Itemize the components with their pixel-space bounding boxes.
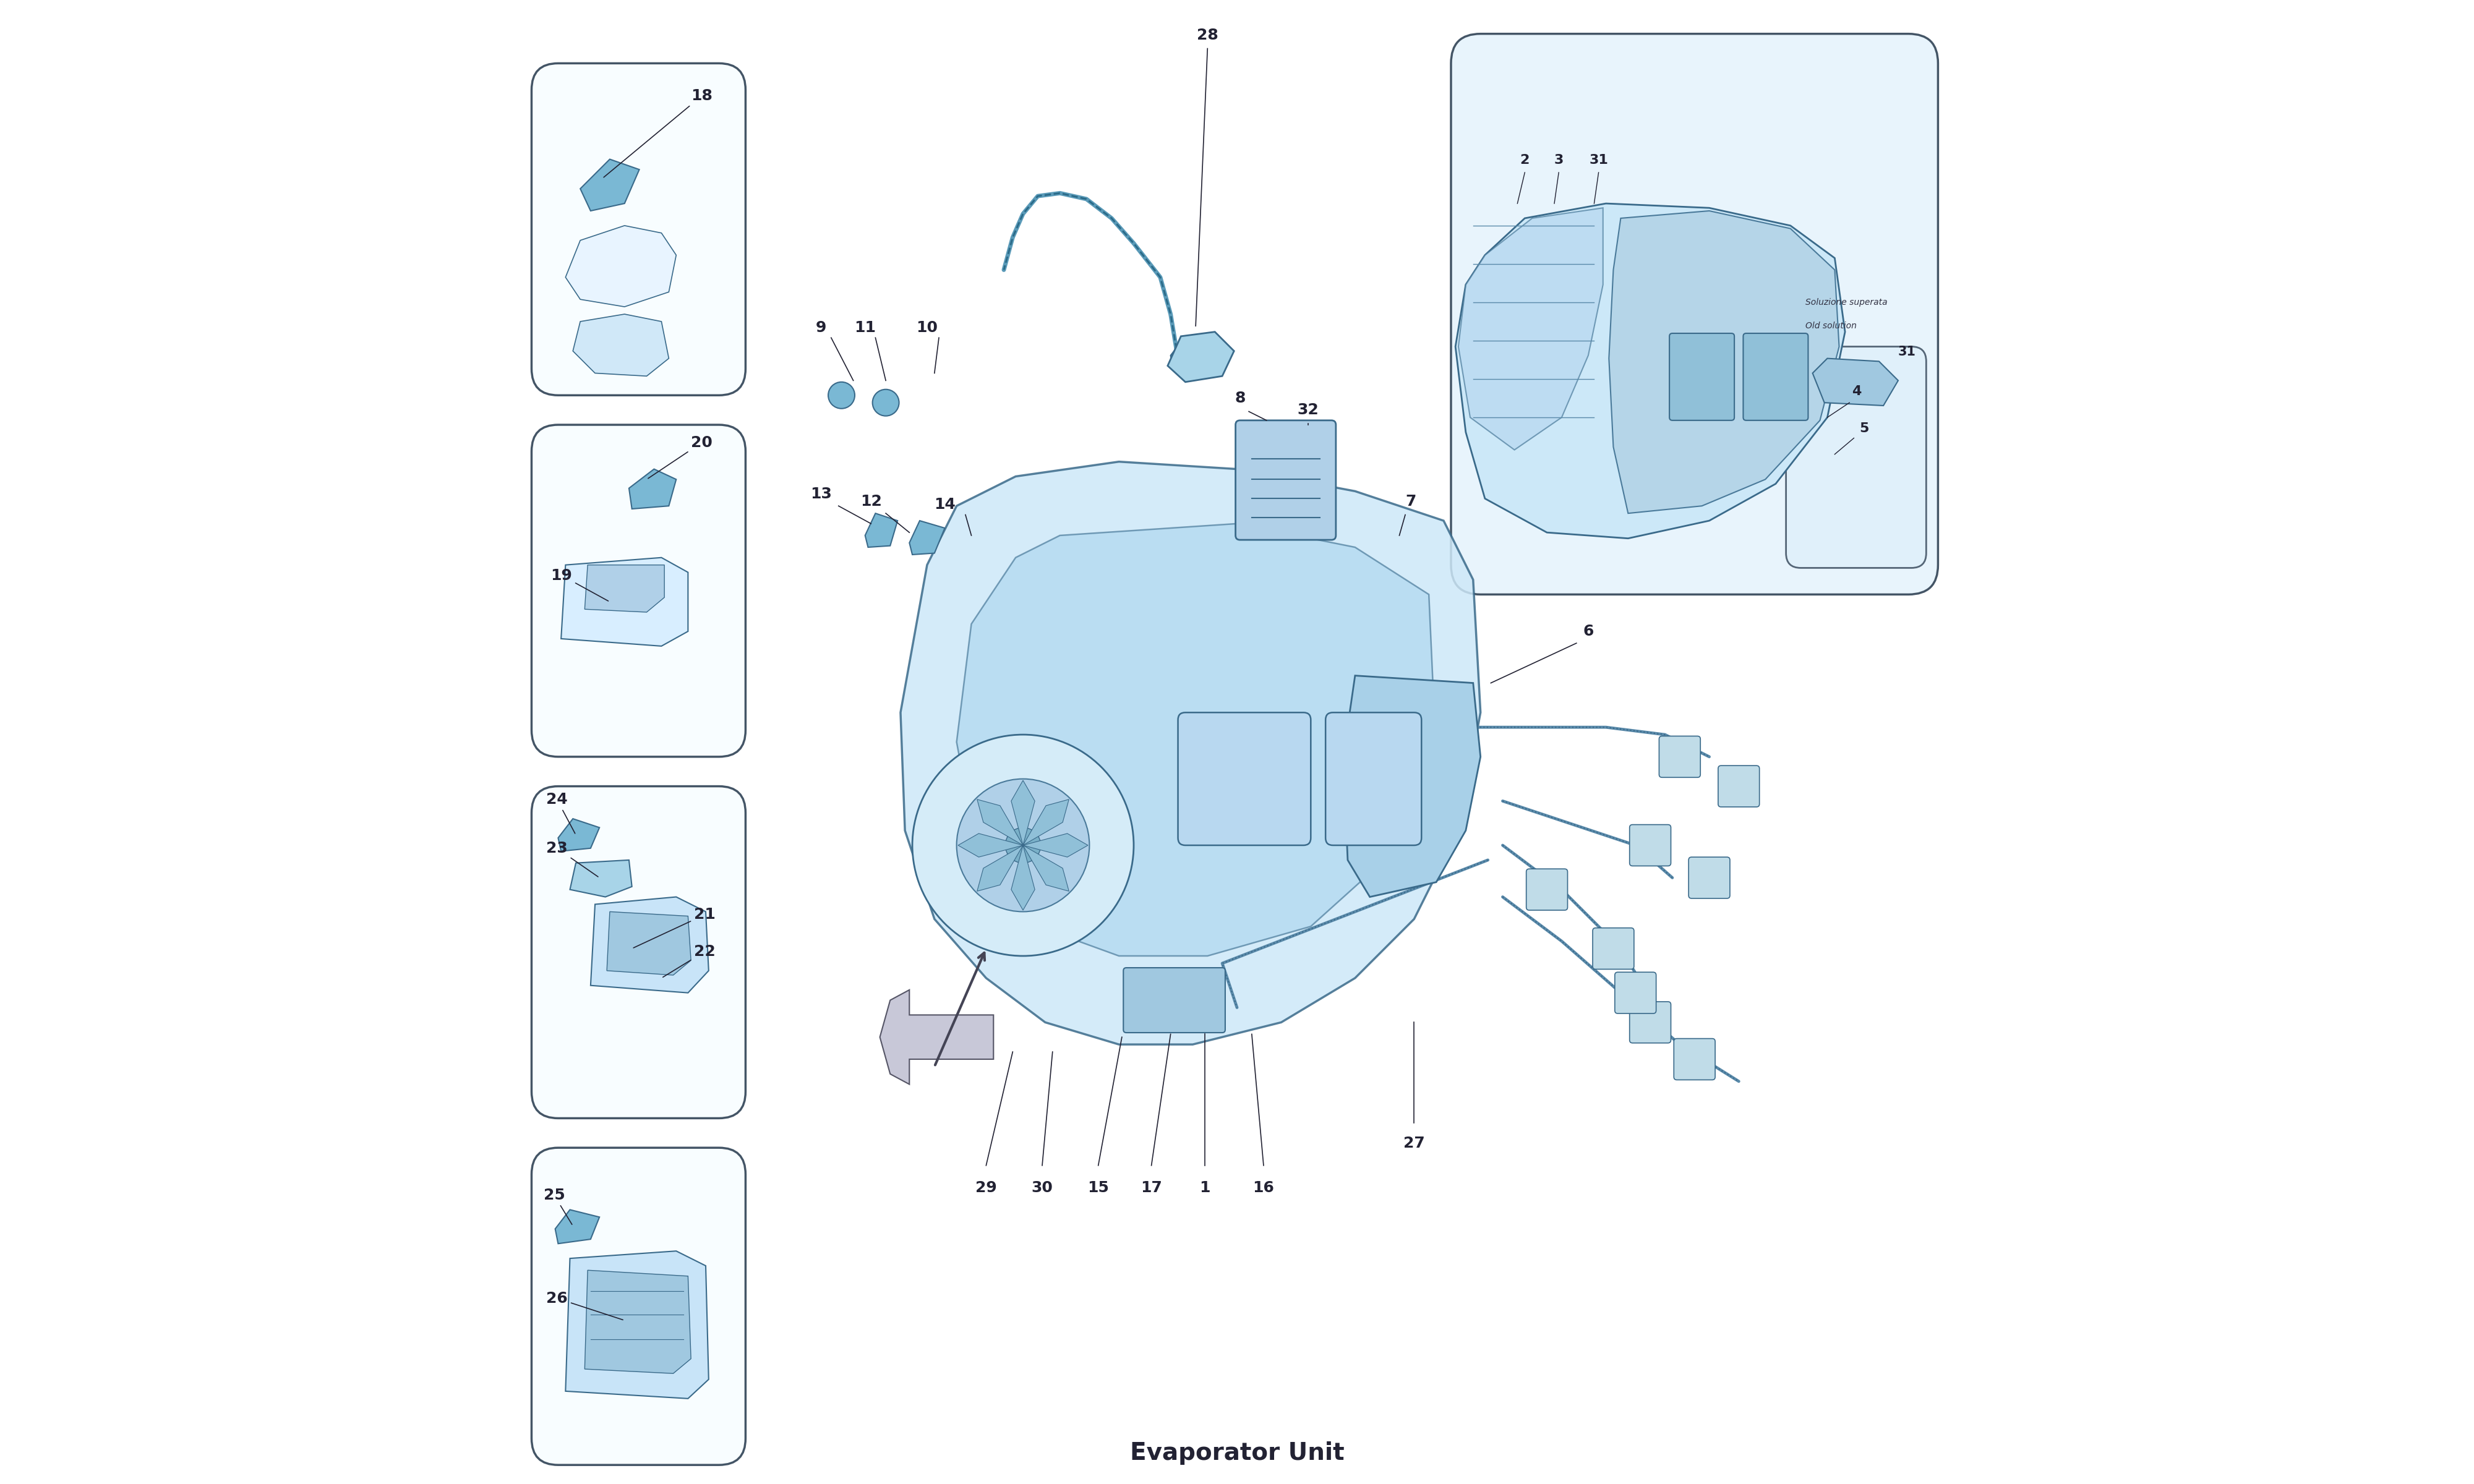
Polygon shape	[1455, 203, 1846, 539]
Circle shape	[957, 779, 1089, 911]
Polygon shape	[957, 524, 1437, 956]
Text: 10: 10	[915, 321, 938, 335]
Polygon shape	[569, 861, 631, 896]
FancyBboxPatch shape	[1450, 34, 1937, 595]
Circle shape	[1004, 828, 1042, 864]
Text: 16: 16	[1252, 1180, 1274, 1195]
Polygon shape	[1813, 359, 1898, 405]
Polygon shape	[901, 462, 1479, 1045]
Text: Old solution: Old solution	[1806, 322, 1856, 331]
Text: 29: 29	[975, 1180, 997, 1195]
FancyBboxPatch shape	[1630, 1002, 1670, 1043]
FancyBboxPatch shape	[1326, 712, 1423, 846]
Text: 18: 18	[604, 89, 713, 177]
Polygon shape	[606, 911, 690, 975]
Polygon shape	[881, 990, 995, 1085]
Polygon shape	[1012, 781, 1034, 846]
FancyBboxPatch shape	[532, 787, 745, 1119]
Text: 12: 12	[861, 494, 881, 509]
Text: 32: 32	[1296, 402, 1319, 417]
FancyBboxPatch shape	[1786, 347, 1927, 568]
Text: 13: 13	[809, 487, 831, 502]
Text: 2: 2	[1519, 154, 1529, 166]
Text: 11: 11	[854, 321, 876, 335]
Text: 1: 1	[1200, 1180, 1210, 1195]
Polygon shape	[574, 315, 668, 375]
Text: 30: 30	[1032, 1180, 1054, 1195]
Text: 14: 14	[935, 497, 955, 512]
Polygon shape	[628, 469, 675, 509]
Text: 4: 4	[1853, 386, 1860, 398]
Polygon shape	[977, 846, 1024, 892]
Text: 31: 31	[1588, 154, 1608, 166]
Polygon shape	[957, 834, 1024, 858]
FancyBboxPatch shape	[1744, 334, 1808, 420]
FancyBboxPatch shape	[1526, 870, 1569, 910]
FancyBboxPatch shape	[1717, 766, 1759, 807]
Polygon shape	[567, 1251, 708, 1398]
Text: 17: 17	[1141, 1180, 1163, 1195]
Polygon shape	[1024, 834, 1089, 858]
Text: 21: 21	[633, 907, 715, 948]
Text: 28: 28	[1197, 28, 1217, 43]
FancyBboxPatch shape	[1235, 420, 1336, 540]
Circle shape	[829, 381, 854, 408]
FancyBboxPatch shape	[1660, 736, 1700, 778]
Text: 20: 20	[648, 435, 713, 478]
Text: 8: 8	[1235, 390, 1244, 405]
Circle shape	[873, 389, 898, 416]
Text: 3: 3	[1554, 154, 1564, 166]
Text: 6: 6	[1583, 623, 1593, 638]
Text: Soluzione superata: Soluzione superata	[1806, 298, 1888, 307]
Polygon shape	[584, 1270, 690, 1374]
Text: 31: 31	[1898, 346, 1915, 358]
FancyBboxPatch shape	[1123, 968, 1225, 1033]
Text: 9: 9	[816, 321, 826, 335]
Text: 5: 5	[1860, 423, 1868, 435]
FancyBboxPatch shape	[1616, 972, 1655, 1014]
Polygon shape	[559, 819, 599, 852]
FancyBboxPatch shape	[1178, 712, 1311, 846]
Polygon shape	[866, 513, 898, 548]
Polygon shape	[1024, 846, 1069, 892]
Polygon shape	[1024, 800, 1069, 846]
Polygon shape	[567, 226, 675, 307]
Polygon shape	[554, 1209, 599, 1244]
Polygon shape	[1343, 675, 1479, 896]
FancyBboxPatch shape	[1670, 334, 1734, 420]
Polygon shape	[910, 521, 945, 555]
FancyBboxPatch shape	[532, 424, 745, 757]
Polygon shape	[977, 800, 1024, 846]
Text: Evaporator Unit: Evaporator Unit	[1131, 1441, 1343, 1465]
Circle shape	[913, 735, 1133, 956]
Text: 25: 25	[544, 1187, 571, 1224]
Text: 22: 22	[663, 944, 715, 976]
FancyBboxPatch shape	[1690, 858, 1729, 898]
Text: 27: 27	[1403, 1135, 1425, 1150]
Text: 15: 15	[1089, 1180, 1108, 1195]
Text: 24: 24	[547, 792, 574, 834]
FancyBboxPatch shape	[1593, 927, 1633, 969]
Polygon shape	[1168, 332, 1235, 381]
Polygon shape	[562, 558, 688, 646]
FancyBboxPatch shape	[532, 1147, 745, 1465]
FancyBboxPatch shape	[532, 64, 745, 395]
Text: 19: 19	[552, 568, 609, 601]
FancyBboxPatch shape	[1630, 825, 1670, 867]
FancyBboxPatch shape	[1675, 1039, 1714, 1080]
Polygon shape	[1608, 211, 1838, 513]
Polygon shape	[584, 565, 666, 613]
Polygon shape	[1012, 846, 1034, 910]
Polygon shape	[1457, 208, 1603, 450]
Polygon shape	[591, 896, 708, 993]
Text: 26: 26	[547, 1291, 623, 1319]
Polygon shape	[1170, 337, 1205, 364]
Polygon shape	[581, 159, 638, 211]
Text: 7: 7	[1405, 494, 1418, 509]
Text: 23: 23	[547, 841, 599, 877]
